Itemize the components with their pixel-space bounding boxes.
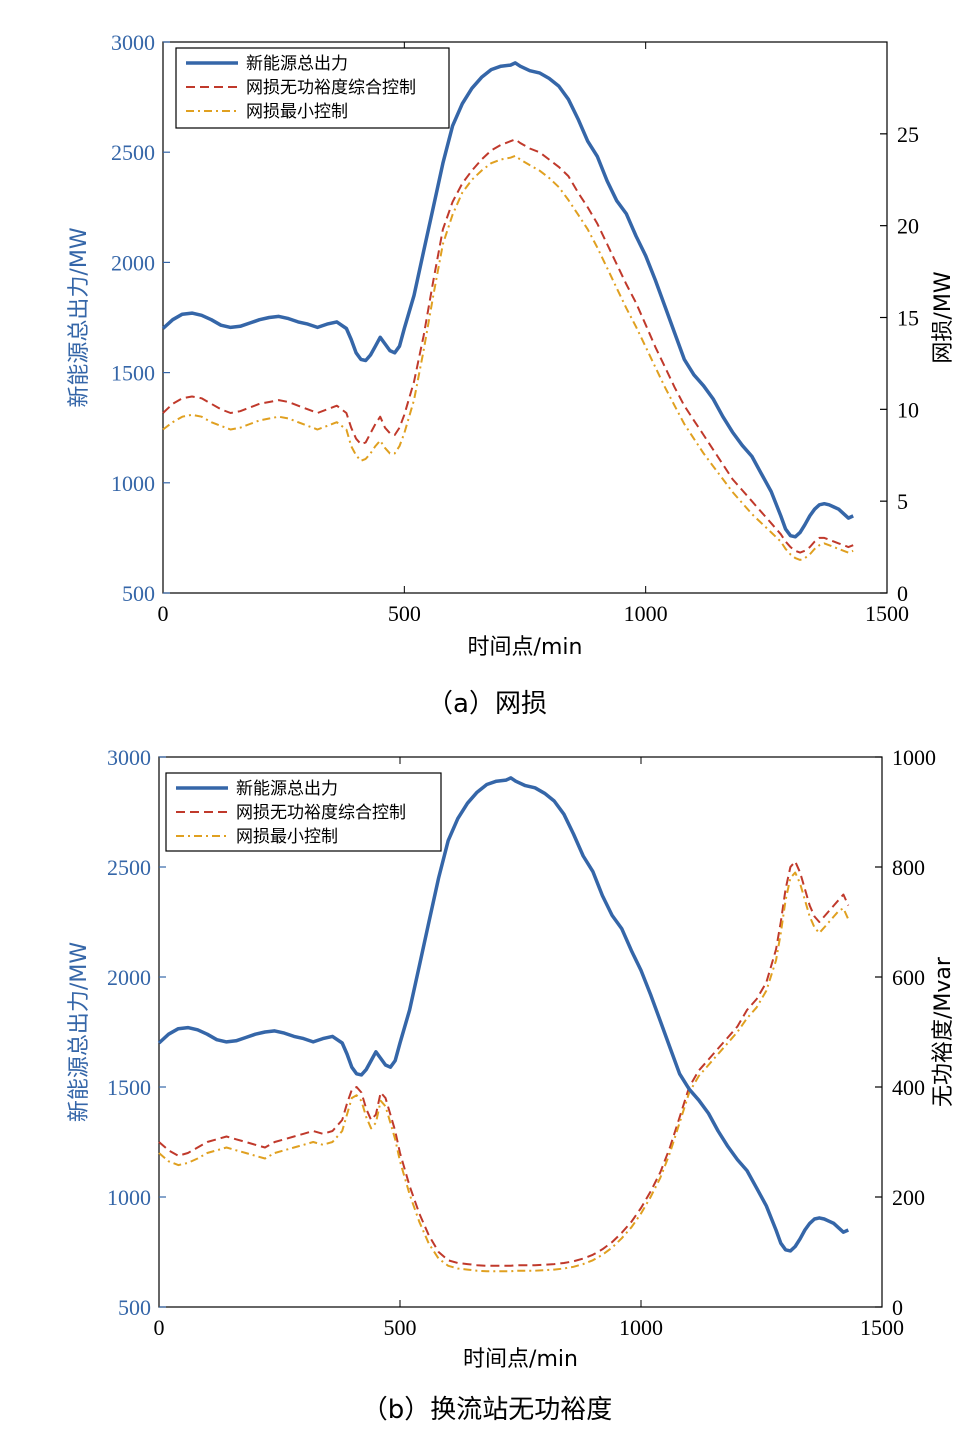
series-line-combined-control bbox=[158, 860, 850, 1267]
y-tick-label: 1500 bbox=[107, 1075, 151, 1100]
legend-label: 网损无功裕度综合控制 bbox=[246, 78, 416, 98]
chart-a: 0 500 1000 15005001000150020002500300005101… bbox=[67, 30, 956, 719]
legend-label: 新能源总出力 bbox=[236, 779, 338, 799]
figure-caption: （a）网损 bbox=[427, 689, 547, 719]
y-tick-label: 500 bbox=[122, 581, 155, 606]
y2-axis-title: 无功裕度/Mvar bbox=[931, 956, 956, 1107]
x-tick-label: 0 bbox=[158, 601, 169, 626]
x-axis-title: 时间点/min bbox=[463, 1347, 578, 1372]
x-tick-label: 0 bbox=[154, 1315, 165, 1340]
y2-tick-label: 0 bbox=[897, 581, 908, 606]
series-line-min-loss-control bbox=[158, 871, 850, 1273]
chart-b: 0 500 1000 15005001000150020002500300002004… bbox=[67, 745, 956, 1425]
legend-label: 网损最小控制 bbox=[236, 827, 338, 847]
y-axis-title: 新能源总出力/MW bbox=[67, 227, 92, 407]
y-axis-title: 新能源总出力/MW bbox=[67, 942, 92, 1122]
x-tick-label: 1500 bbox=[860, 1315, 904, 1340]
series-line-min-loss-control bbox=[162, 154, 854, 561]
x-axis-title: 时间点/min bbox=[468, 635, 583, 660]
y2-tick-label: 1000 bbox=[892, 745, 936, 770]
y-tick-label: 2000 bbox=[107, 965, 151, 990]
y-tick-label: 3000 bbox=[111, 30, 155, 55]
legend-label: 新能源总出力 bbox=[246, 54, 348, 74]
y-tick-label: 1000 bbox=[107, 1185, 151, 1210]
y2-tick-label: 400 bbox=[892, 1075, 925, 1100]
x-tick-label: 500 bbox=[384, 1315, 417, 1340]
x-tick-label: 1000 bbox=[619, 1315, 663, 1340]
series-line-total-output bbox=[157, 776, 850, 1253]
y2-tick-label: 15 bbox=[897, 306, 919, 331]
series-line-total-output bbox=[161, 61, 854, 539]
y-tick-label: 500 bbox=[118, 1295, 151, 1320]
y-tick-label: 3000 bbox=[107, 745, 151, 770]
legend-label: 网损最小控制 bbox=[246, 102, 348, 122]
y2-axis-title: 网损/MW bbox=[931, 271, 956, 363]
legend-label: 网损无功裕度综合控制 bbox=[236, 803, 406, 823]
y-tick-label: 2500 bbox=[111, 140, 155, 165]
x-tick-label: 500 bbox=[388, 601, 421, 626]
y2-tick-label: 600 bbox=[892, 965, 925, 990]
series-line-combined-control bbox=[162, 138, 854, 554]
figure-caption: （b）换流站无功裕度 bbox=[362, 1395, 613, 1425]
y2-tick-label: 25 bbox=[897, 122, 919, 147]
y-tick-label: 2500 bbox=[107, 855, 151, 880]
y2-tick-label: 800 bbox=[892, 855, 925, 880]
y2-tick-label: 20 bbox=[897, 214, 919, 239]
y2-tick-label: 10 bbox=[897, 397, 919, 422]
y-tick-label: 1000 bbox=[111, 471, 155, 496]
x-tick-label: 1000 bbox=[624, 601, 668, 626]
y-tick-label: 2000 bbox=[111, 250, 155, 275]
y2-tick-label: 200 bbox=[892, 1185, 925, 1210]
y-tick-label: 1500 bbox=[111, 361, 155, 386]
y2-tick-label: 5 bbox=[897, 489, 908, 514]
y2-tick-label: 0 bbox=[892, 1295, 903, 1320]
plot-frame bbox=[158, 756, 883, 1308]
x-tick-label: 1500 bbox=[865, 601, 909, 626]
